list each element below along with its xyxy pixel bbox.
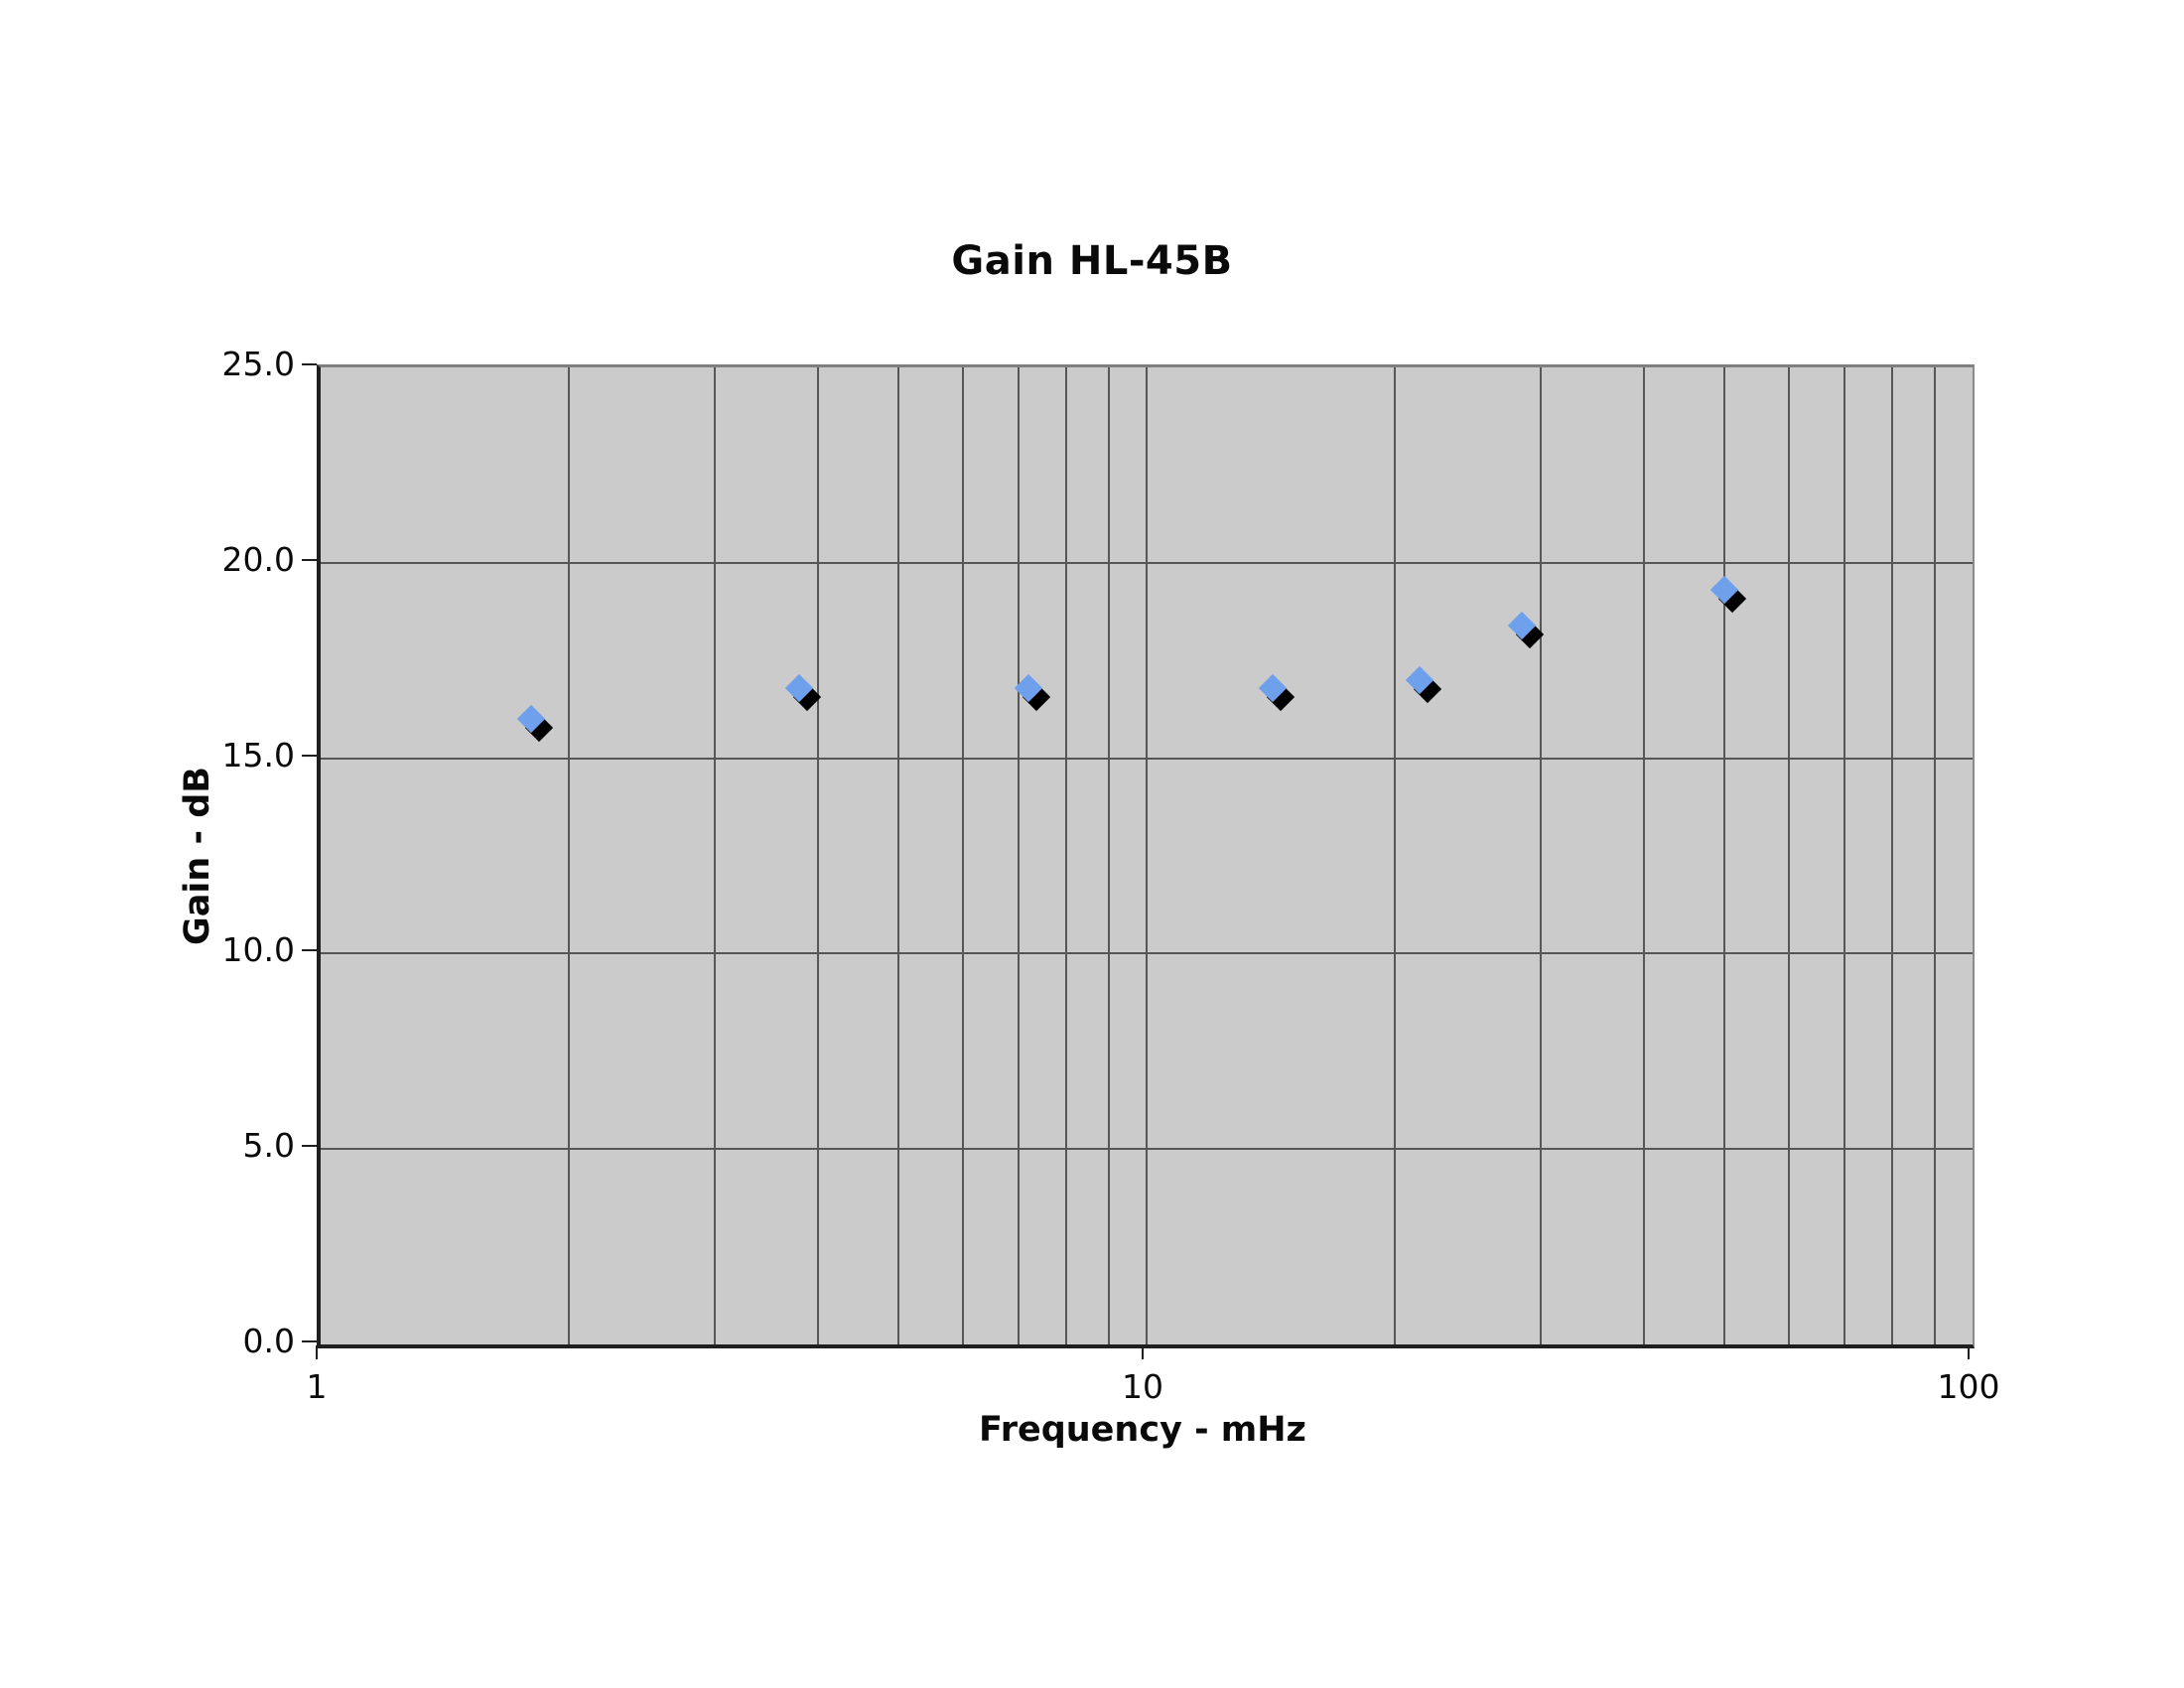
x-gridline <box>1722 367 1725 1344</box>
x-tick-label: 100 <box>1937 1367 2000 1406</box>
x-gridline <box>568 367 571 1344</box>
x-gridline <box>1933 367 1936 1344</box>
x-gridline <box>1891 367 1894 1344</box>
x-gridline <box>1394 367 1397 1344</box>
x-gridline <box>1539 367 1542 1344</box>
y-axis-tick <box>302 949 317 952</box>
x-gridline <box>1642 367 1645 1344</box>
y-axis-tick <box>302 754 317 757</box>
chart-title: Gain HL-45B <box>951 238 1233 284</box>
x-axis-title: Frequency - mHz <box>979 1410 1306 1450</box>
x-axis-tick <box>1968 1345 1970 1359</box>
y-tick-label: 20.0 <box>221 539 295 579</box>
x-gridline <box>1107 367 1110 1344</box>
x-gridline <box>1788 367 1791 1344</box>
y-gridline <box>321 757 1973 760</box>
y-gridline <box>321 952 1973 955</box>
y-gridline <box>321 561 1973 564</box>
x-gridline <box>1843 367 1846 1344</box>
x-gridline <box>1146 367 1148 1344</box>
y-gridline <box>321 1148 1973 1151</box>
y-axis-tick <box>302 1145 317 1148</box>
x-axis-tick <box>316 1345 318 1359</box>
x-axis-tick <box>1142 1345 1144 1359</box>
y-axis-tick <box>302 1340 317 1342</box>
x-gridline <box>1018 367 1021 1344</box>
y-tick-label: 5.0 <box>242 1126 295 1166</box>
plot-area <box>317 364 1975 1348</box>
x-tick-label: 10 <box>1122 1367 1163 1406</box>
x-gridline <box>1065 367 1068 1344</box>
y-axis-title: Gain - dB <box>178 767 217 945</box>
x-gridline <box>713 367 716 1344</box>
x-gridline <box>896 367 899 1344</box>
x-gridline <box>962 367 965 1344</box>
y-axis-tick <box>302 558 317 561</box>
y-tick-label: 15.0 <box>221 735 295 774</box>
y-tick-label: 0.0 <box>242 1322 295 1360</box>
x-tick-label: 1 <box>306 1367 328 1406</box>
y-axis-tick <box>302 363 317 365</box>
y-tick-label: 25.0 <box>221 345 295 383</box>
y-tick-label: 10.0 <box>221 930 295 970</box>
x-gridline <box>816 367 819 1344</box>
